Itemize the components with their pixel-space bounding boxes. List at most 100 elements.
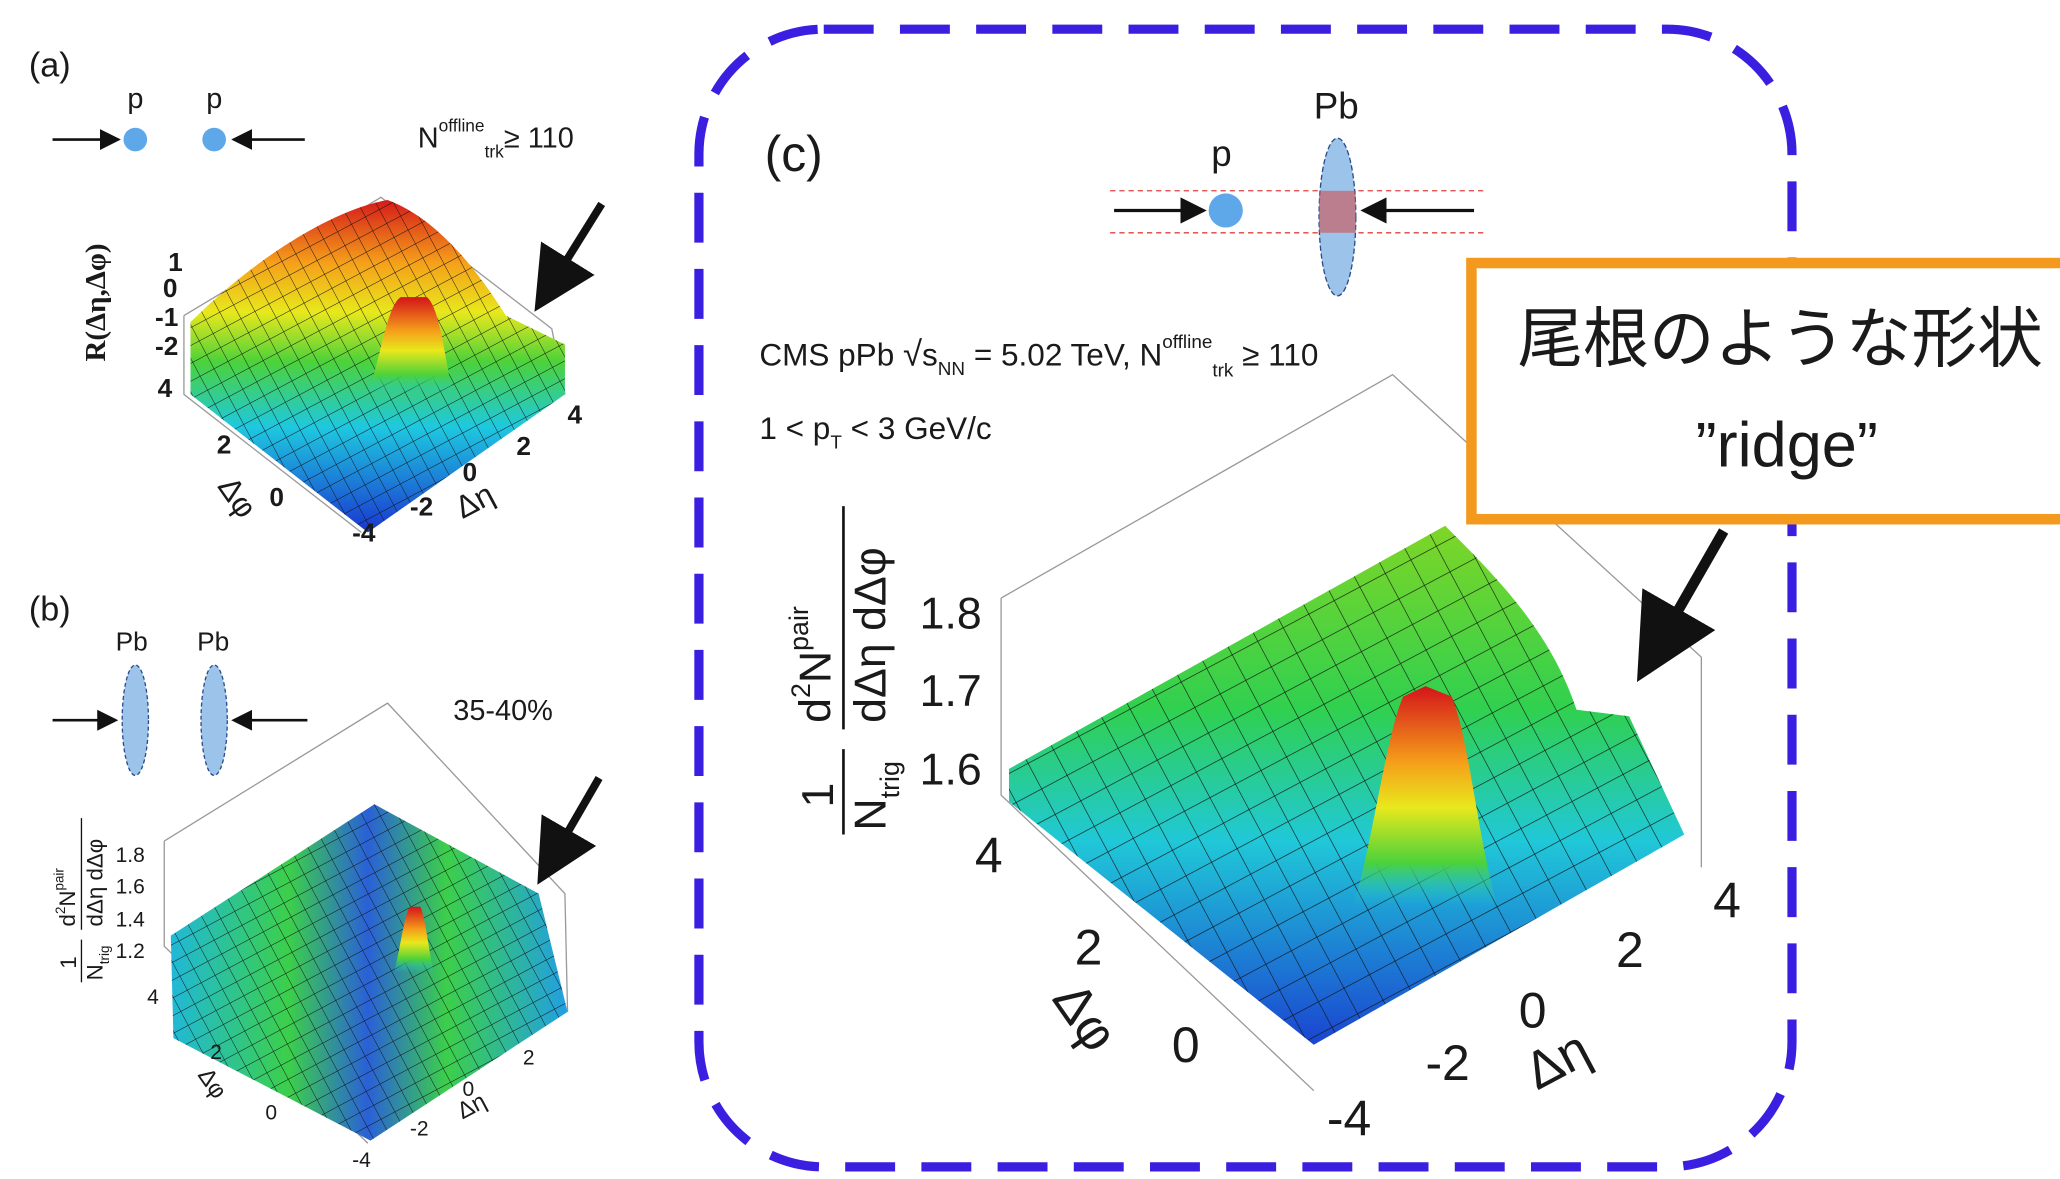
condition-part: ≥ 110 xyxy=(504,122,574,154)
figure: (a)ppNofflinetrk≥ 110R(Δη,Δφ)10-1-2420Δφ… xyxy=(0,0,2060,1179)
label-ntrig-part: N xyxy=(82,964,107,980)
surface-mesh xyxy=(171,804,568,1140)
panel-label: (c) xyxy=(765,126,823,182)
condition-part: ≥ 110 xyxy=(1233,337,1318,373)
label-ntrig-part: N xyxy=(846,798,895,830)
beam-label: Pb xyxy=(116,627,148,657)
condition-part: = 5.02 TeV, xyxy=(965,337,1139,373)
phi-axis-label: Δφ xyxy=(1041,972,1129,1063)
label-numerator-part: 2 xyxy=(786,683,816,698)
label-numerator-part: 2 xyxy=(53,907,68,914)
cut-part: 1 < p xyxy=(759,410,830,446)
eta-tick-label: 2 xyxy=(1616,922,1644,978)
z-tick-label: -2 xyxy=(155,331,178,361)
eta-axis-label: Δη xyxy=(453,1088,491,1125)
pointer-arrow xyxy=(539,204,602,305)
z-tick-label: 1.2 xyxy=(116,940,145,963)
condition-part: NN xyxy=(938,359,965,380)
surface-mesh xyxy=(1009,526,1684,1045)
label-numerator: d2Npair xyxy=(784,606,840,723)
condition-part: CMS pPb xyxy=(759,337,903,373)
z-tick-label: 1.6 xyxy=(920,746,982,795)
phi-tick-label: 2 xyxy=(217,430,232,460)
condition-part: s xyxy=(922,337,938,373)
phi-tick-label: 2 xyxy=(1075,920,1103,976)
condition: Nofflinetrk≥ 110 xyxy=(418,116,574,162)
label-ntrig-part: trig xyxy=(875,761,905,798)
phi-tick-label: 2 xyxy=(210,1041,222,1064)
condition-part: √ xyxy=(903,336,922,374)
eta-tick-label: 2 xyxy=(516,431,531,461)
nucleus xyxy=(122,665,148,775)
eta-tick-label: -2 xyxy=(410,491,433,521)
eta-tick-label: -2 xyxy=(1425,1035,1469,1091)
label-denominator: dΔη dΔφ xyxy=(82,839,107,927)
label-denominator: dΔη dΔφ xyxy=(846,547,895,723)
cut-part: < 3 GeV/c xyxy=(842,410,992,446)
label-one: 1 xyxy=(794,783,843,808)
label-numerator: d2Npair xyxy=(52,868,80,927)
z-tick-label: 0 xyxy=(163,273,178,303)
pointer-arrow xyxy=(1642,531,1723,673)
eta-tick-label: -2 xyxy=(410,1117,429,1140)
callout-subtitle: ”ridge” xyxy=(1696,411,1878,481)
nucleus xyxy=(201,665,227,775)
panel-b-art xyxy=(53,665,600,1143)
z-tick-label: -1 xyxy=(155,302,178,332)
panel-c-art xyxy=(699,29,2060,1167)
callout-title: 尾根のような形状 xyxy=(1517,286,2042,381)
page: {"panels": [ {"label": "(a)", "beams": [… xyxy=(0,0,2060,1179)
condition-part: N xyxy=(1139,337,1162,373)
phi-tick-label: 0 xyxy=(1172,1017,1200,1073)
proton xyxy=(202,128,226,152)
phi-axis-label: Δφ xyxy=(211,470,264,525)
eta-axis-label: Δη xyxy=(449,475,500,525)
beam-label: Pb xyxy=(197,627,229,657)
proton xyxy=(1209,193,1243,227)
z-tick-label: 1.7 xyxy=(920,667,982,716)
label-ntrig: Ntrig xyxy=(846,761,904,830)
eta-tick-label: -4 xyxy=(352,1149,371,1172)
beam-label: p xyxy=(1211,133,1231,174)
label-numerator-part: pair xyxy=(52,868,67,891)
phi-tick-label: 0 xyxy=(269,482,284,512)
label-numerator-part: N xyxy=(55,890,80,906)
condition-part: N xyxy=(418,122,439,154)
eta-tick-label: 0 xyxy=(1519,983,1547,1039)
eta-tick-label: -4 xyxy=(352,518,376,548)
z-tick-label: 1.8 xyxy=(116,844,145,867)
label-ntrig: Ntrig xyxy=(82,946,112,981)
z-tick-label: 1.4 xyxy=(116,908,146,931)
beam-label: p xyxy=(206,83,222,115)
eta-tick-label: -4 xyxy=(1327,1090,1371,1146)
condition-part: trk xyxy=(485,142,505,162)
cut: 1 < pT < 3 GeV/c xyxy=(759,410,991,453)
z-tick-label: 1.6 xyxy=(116,876,145,899)
phi-tick-label: 0 xyxy=(265,1102,277,1125)
label-numerator-part: pair xyxy=(784,606,814,651)
label-ntrig-part: trig xyxy=(97,946,112,965)
z-tick-label: 1.8 xyxy=(920,589,982,638)
pointer-arrow xyxy=(541,778,599,878)
panel-label: (b) xyxy=(29,590,71,628)
eta-tick-label: 4 xyxy=(568,399,583,429)
condition-part: offline xyxy=(439,116,485,136)
z-axis-label: R(Δη,Δφ) xyxy=(80,243,112,361)
phi-tick-label: 4 xyxy=(975,828,1003,884)
label-one: 1 xyxy=(56,956,81,968)
label-numerator-part: N xyxy=(791,651,840,683)
label-numerator-part: d xyxy=(791,698,840,723)
beam-label: p xyxy=(127,83,143,115)
condition-part: offline xyxy=(1162,332,1212,353)
overlap xyxy=(1319,191,1356,233)
cut-part: T xyxy=(830,433,842,454)
condition: 35-40% xyxy=(453,695,553,727)
proton xyxy=(123,128,147,152)
condition-part: trk xyxy=(1212,361,1234,382)
eta-tick-label: 2 xyxy=(523,1046,535,1069)
beam-label: Pb xyxy=(1314,86,1359,127)
panel-a-art xyxy=(53,128,602,533)
phi-tick-label: 4 xyxy=(158,373,173,403)
